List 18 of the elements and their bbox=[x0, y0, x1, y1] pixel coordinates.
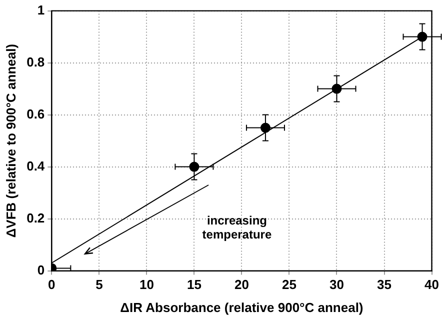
y-tick-label: 0 bbox=[37, 262, 45, 278]
x-tick-label: 15 bbox=[186, 277, 202, 292]
x-tick-label: 35 bbox=[377, 277, 392, 292]
annotation: increasing temperature bbox=[202, 214, 272, 242]
y-tick-label: 0.4 bbox=[26, 158, 46, 174]
x-tick-label: 10 bbox=[139, 277, 154, 292]
y-axis-title: ΔVFB (relative to 900°C anneal) bbox=[3, 44, 18, 238]
y-tick-label: 1 bbox=[37, 2, 45, 18]
x-tick-label: 25 bbox=[282, 277, 296, 292]
x-tick-label: 20 bbox=[234, 277, 249, 292]
x-tick-label: 40 bbox=[424, 277, 440, 292]
x-tick-label: 5 bbox=[96, 277, 103, 292]
y-tick-label: 0.8 bbox=[26, 54, 45, 70]
y-tick-label: 0.2 bbox=[26, 210, 45, 226]
x-tick-label: 0 bbox=[48, 277, 56, 292]
x-tick-label: 30 bbox=[330, 277, 344, 292]
y-tick-label: 0.6 bbox=[26, 106, 45, 122]
x-axis-title: ΔIR Absorbance (relative 900°C anneal) bbox=[120, 300, 364, 315]
